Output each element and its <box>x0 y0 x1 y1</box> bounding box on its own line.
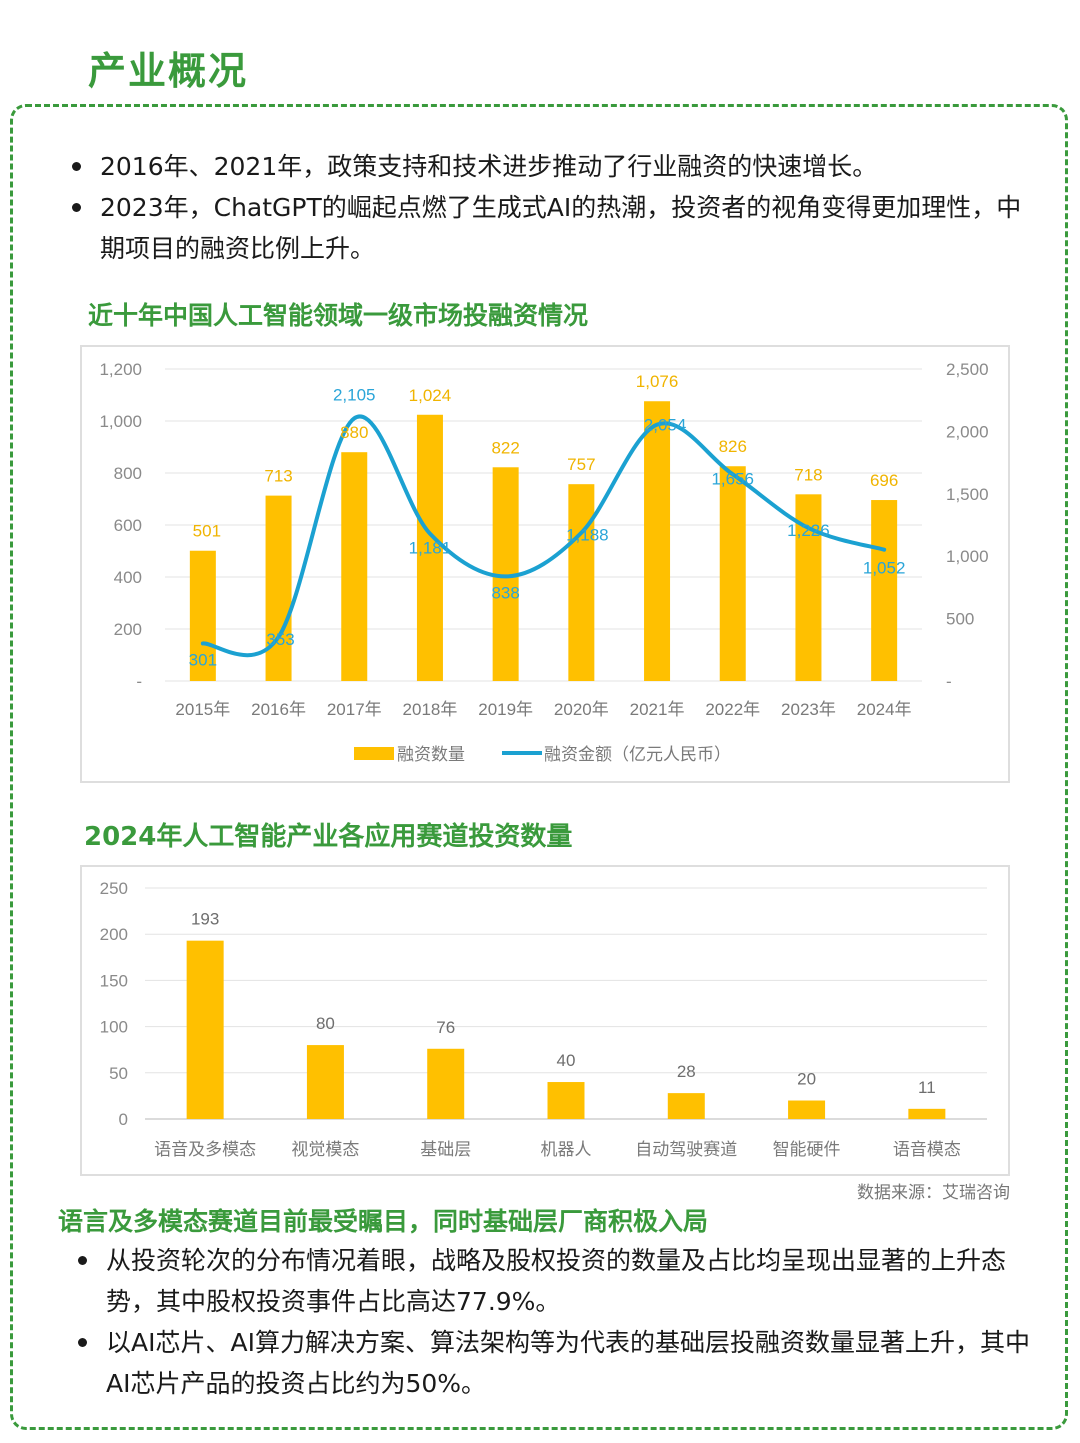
bar-track-count <box>547 1082 585 1119</box>
chart1-title: 近十年中国人工智能领域一级市场投融资情况 <box>88 301 589 330</box>
bar-data-label: 11 <box>918 1078 936 1097</box>
bar-track-count <box>667 1093 705 1119</box>
chart1-container: - 200 400 600 800 1,000 1,200 - 500 1,000 1,500 2,0… <box>80 345 1010 783</box>
bar-financing-count <box>265 495 292 681</box>
y-left-tick-label: 400 <box>114 568 142 587</box>
bar-track-count <box>306 1045 344 1119</box>
bar-data-label: 696 <box>870 471 898 490</box>
y-tick-label: 0 <box>119 1110 128 1129</box>
line-data-label: 1,181 <box>409 539 452 558</box>
outro-bullet: 从投资轮次的分布情况着眼，战略及股权投资的数量及占比均呈现出显著的上升态势，其中… <box>78 1240 1038 1322</box>
y-left-tick-label: 200 <box>114 620 142 639</box>
x-tick-label: 机器人 <box>541 1140 592 1159</box>
bar-financing-count <box>644 401 671 681</box>
page-title: 产业概况 <box>88 49 249 93</box>
bar-financing-count <box>189 550 216 681</box>
bar-data-label: 40 <box>557 1051 576 1070</box>
financing-chart: - 200 400 600 800 1,000 1,200 - 500 1,000 1,500 2,0… <box>99 360 989 764</box>
x-tick-label: 智能硬件 <box>773 1140 841 1159</box>
line-financing-amount <box>200 414 887 658</box>
bar-track-count <box>427 1048 465 1119</box>
bar-financing-count <box>568 484 595 681</box>
bar-data-label: 80 <box>316 1014 335 1033</box>
y-tick-label: 250 <box>100 879 128 898</box>
line-data-label: 1,656 <box>711 469 754 488</box>
track-investment-chart: 0 50 100 150 200 250 193 80 76 40 28 20 11 语音及多模态 视觉模态… <box>100 879 987 1159</box>
line-data-label: 1,052 <box>863 559 906 578</box>
x-tick-label: 2016年 <box>251 700 306 719</box>
bar-data-label: 713 <box>264 467 292 486</box>
bar-data-label: 718 <box>794 465 822 484</box>
data-source: 数据来源：艾瑞咨询 <box>857 1183 1010 1203</box>
x-tick-label: 2022年 <box>705 700 760 719</box>
y-tick-label: 200 <box>100 925 128 944</box>
x-tick-label: 语音模态 <box>893 1140 961 1159</box>
bar-track-count <box>788 1100 826 1119</box>
bar-data-label: 826 <box>719 437 747 456</box>
bar-data-label: 1,024 <box>409 386 452 405</box>
bar-data-label: 822 <box>491 438 519 457</box>
chart2-container: 0 50 100 150 200 250 193 80 76 40 28 20 11 语音及多模态 视觉模态… <box>80 865 1010 1176</box>
x-tick-label: 视觉模态 <box>291 1140 359 1159</box>
y-left-tick-label: 1,200 <box>99 360 142 379</box>
y-right-tick-label: 2,500 <box>946 360 989 379</box>
bar-track-count <box>186 940 224 1119</box>
bar-data-label: 28 <box>677 1062 696 1081</box>
y-left-tick-label: 800 <box>114 464 142 483</box>
line-data-label: 301 <box>189 650 217 669</box>
x-tick-label: 基础层 <box>420 1140 471 1159</box>
bar-financing-count <box>416 414 443 681</box>
line-data-label: 1,226 <box>787 521 830 540</box>
chart2-title: 2024年人工智能产业各应用赛道投资数量 <box>84 822 573 852</box>
y-tick-label: 150 <box>100 971 128 990</box>
y-right-tick-label: 500 <box>946 610 974 629</box>
x-tick-label: 2015年 <box>175 700 230 719</box>
y-right-tick-label: - <box>946 672 952 691</box>
intro-bullet: 2016年、2021年，政策支持和技术进步推动了行业融资的快速增长。 <box>72 146 1022 187</box>
y-right-tick-label: 1,500 <box>946 485 989 504</box>
legend-label-bar: 融资数量 <box>397 745 465 764</box>
highlight-heading: 语言及多模态赛道目前最受瞩目，同时基础层厂商积极入局 <box>58 1207 709 1236</box>
bar-data-label: 757 <box>567 455 595 474</box>
bar-data-label: 76 <box>436 1018 455 1037</box>
legend-swatch-bar <box>354 747 394 760</box>
bar-data-label: 880 <box>340 423 368 442</box>
x-tick-label: 语音及多模态 <box>154 1140 256 1159</box>
x-tick-label: 2018年 <box>403 700 458 719</box>
bar-track-count <box>908 1108 946 1119</box>
x-tick-label: 2017年 <box>327 700 382 719</box>
outro-bullet-list: 从投资轮次的分布情况着眼，战略及股权投资的数量及占比均呈现出显著的上升态势，其中… <box>78 1240 1038 1404</box>
line-data-label: 1,188 <box>566 526 609 545</box>
line-data-label: 353 <box>266 630 294 649</box>
intro-bullet-list: 2016年、2021年，政策支持和技术进步推动了行业融资的快速增长。 2023年… <box>72 146 1022 269</box>
x-tick-label: 2019年 <box>478 700 533 719</box>
bar-financing-count <box>341 452 368 681</box>
x-tick-label: 2021年 <box>630 700 685 719</box>
y-tick-label: 50 <box>109 1064 128 1083</box>
outro-bullet: 以AI芯片、AI算力解决方案、算法架构等为代表的基础层投融资数量显著上升，其中A… <box>78 1322 1038 1404</box>
x-tick-label: 2024年 <box>857 700 912 719</box>
legend-label-line: 融资金额（亿元人民币） <box>544 745 731 764</box>
x-tick-label: 2020年 <box>554 700 609 719</box>
x-tick-label: 自动驾驶赛道 <box>635 1139 737 1159</box>
y-left-tick-label: 600 <box>114 516 142 535</box>
x-tick-label: 2023年 <box>781 700 836 719</box>
bar-financing-count <box>871 500 898 681</box>
y-right-tick-label: 1,000 <box>946 547 989 566</box>
y-right-tick-label: 2,000 <box>946 422 989 441</box>
line-data-label: 2,054 <box>644 416 687 435</box>
bar-data-label: 1,076 <box>636 372 679 391</box>
bar-data-label: 501 <box>193 522 221 541</box>
line-data-label: 838 <box>491 583 519 602</box>
bar-financing-count <box>719 466 746 681</box>
bar-data-label: 20 <box>797 1070 816 1089</box>
bar-data-label: 193 <box>191 910 219 929</box>
intro-bullet: 2023年，ChatGPT的崛起点燃了生成式AI的热潮，投资者的视角变得更加理性… <box>72 187 1022 269</box>
y-left-tick-label: - <box>136 672 142 691</box>
y-tick-label: 100 <box>100 1018 128 1037</box>
line-data-label: 2,105 <box>333 385 376 404</box>
y-left-tick-label: 1,000 <box>99 412 142 431</box>
content-frame <box>10 104 1068 1430</box>
